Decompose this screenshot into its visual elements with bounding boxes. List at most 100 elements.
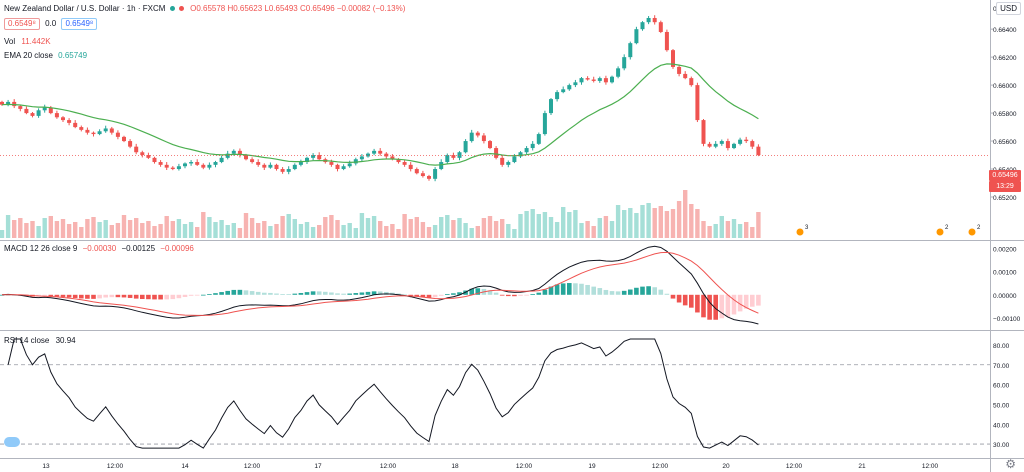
buy-button[interactable]: 0.6549⁸ bbox=[61, 18, 98, 30]
volume-bar bbox=[274, 224, 279, 238]
volume-bar bbox=[103, 220, 108, 238]
price-axis-label: 0.65600 bbox=[993, 139, 1017, 146]
event-flag-icon bbox=[795, 227, 805, 237]
time-axis-label: 12:00 bbox=[107, 463, 124, 470]
time-axis-label: 12:00 bbox=[516, 463, 533, 470]
macd-legend[interactable]: MACD 12 26 close 9 −0.00030 −0.00125 −0.… bbox=[4, 243, 194, 254]
volume-bar bbox=[341, 225, 346, 238]
macd-histogram-bar bbox=[365, 291, 371, 295]
volume-bar bbox=[554, 222, 560, 238]
candle-body bbox=[122, 136, 126, 142]
volume-bar bbox=[561, 207, 566, 238]
macd-histogram-bar bbox=[158, 294, 163, 300]
candle-body bbox=[109, 128, 114, 133]
candle-body bbox=[280, 169, 285, 172]
volume-legend[interactable]: Vol 11.442K bbox=[4, 36, 51, 47]
macd-histogram-bar bbox=[554, 284, 560, 295]
candle-body bbox=[420, 173, 425, 177]
candle-body bbox=[518, 152, 523, 157]
symbol-title[interactable]: New Zealand Dollar / U.S. Dollar · 1h · … bbox=[4, 4, 166, 13]
candle-body bbox=[42, 107, 47, 111]
candle-body bbox=[341, 166, 346, 170]
chat-icon[interactable] bbox=[4, 437, 20, 447]
candle-body bbox=[591, 79, 596, 81]
macd-histogram-bar bbox=[176, 294, 182, 299]
volume-bar bbox=[158, 224, 163, 238]
time-axis-label: 12:00 bbox=[652, 463, 669, 470]
candle-body bbox=[664, 31, 669, 51]
macd-histogram-bar bbox=[292, 293, 298, 295]
volume-bar bbox=[664, 211, 670, 238]
price-axis-label: 0.66200 bbox=[993, 55, 1017, 62]
candle-body bbox=[176, 166, 181, 170]
volume-bar bbox=[256, 223, 261, 238]
ema-value: 0.65749 bbox=[58, 51, 88, 60]
candle-body bbox=[512, 156, 517, 163]
volume-bar bbox=[707, 226, 712, 238]
macd-histogram-bar bbox=[750, 294, 755, 307]
macd-histogram-bar bbox=[231, 289, 237, 295]
macd-histogram-bar bbox=[457, 292, 462, 295]
macd-histogram-bar bbox=[426, 294, 432, 299]
macd-histogram-bar bbox=[707, 294, 712, 320]
macd-histogram-bar bbox=[396, 293, 401, 295]
macd-histogram-bar bbox=[506, 294, 511, 297]
rsi-legend[interactable]: RSI 14 close 30.94 bbox=[4, 335, 76, 346]
spread-value: 0.0 bbox=[45, 19, 57, 28]
volume-bar bbox=[731, 219, 737, 238]
settings-gear-icon[interactable]: ⚙ bbox=[1005, 457, 1016, 471]
price-axis-label: 0.65800 bbox=[993, 111, 1017, 118]
volume-bar bbox=[378, 221, 383, 238]
candle-body bbox=[756, 146, 761, 156]
candle-body bbox=[146, 155, 151, 158]
macd-histogram-bar bbox=[359, 292, 365, 295]
candle-body bbox=[475, 132, 480, 136]
candle-body bbox=[744, 139, 749, 142]
macd-histogram-bar bbox=[255, 291, 261, 295]
currency-button[interactable]: USD bbox=[996, 2, 1021, 15]
candle-body bbox=[549, 99, 553, 114]
volume-bar bbox=[30, 221, 35, 238]
volume-bar bbox=[451, 220, 456, 238]
volume-bar bbox=[750, 227, 755, 238]
volume-bar bbox=[36, 226, 41, 238]
volume-bar bbox=[207, 217, 212, 238]
volume-bar bbox=[359, 213, 365, 238]
candle-body bbox=[274, 164, 279, 170]
macd-hist-value: −0.00030 bbox=[82, 244, 117, 253]
macd-histogram-bar bbox=[316, 291, 322, 295]
volume-bar bbox=[597, 218, 602, 238]
candle-body bbox=[713, 143, 718, 147]
candle-body bbox=[256, 162, 261, 165]
macd-histogram-bar bbox=[609, 291, 615, 295]
rsi-axis-label: 80.00 bbox=[993, 343, 1010, 350]
price-axis-label: 0. bbox=[993, 6, 999, 13]
macd-histogram-bar bbox=[347, 293, 352, 295]
macd-histogram-bar bbox=[268, 292, 273, 295]
candle-body bbox=[268, 164, 273, 168]
candle-body bbox=[103, 128, 108, 132]
macd-histogram-bar bbox=[530, 294, 535, 295]
ema-legend[interactable]: EMA 20 close 0.65749 bbox=[4, 50, 87, 61]
volume-bar bbox=[475, 226, 480, 238]
candle-body bbox=[329, 162, 334, 165]
macd-histogram-bar bbox=[573, 283, 578, 295]
volume-bar bbox=[268, 226, 273, 238]
macd-histogram-bar bbox=[451, 293, 456, 295]
macd-histogram-bar bbox=[615, 291, 621, 295]
candle-body bbox=[213, 162, 218, 165]
macd-histogram-bar bbox=[719, 294, 725, 319]
volume-bar bbox=[243, 213, 249, 238]
volume-bar bbox=[164, 216, 169, 238]
candle-body bbox=[683, 73, 688, 79]
macd-histogram-bar bbox=[304, 292, 310, 295]
time-axis-label: 12:00 bbox=[922, 463, 939, 470]
volume-bar bbox=[384, 226, 389, 238]
volume-bar bbox=[5, 215, 11, 238]
volume-bar bbox=[615, 205, 621, 238]
sell-button[interactable]: 0.6549⁸ bbox=[4, 18, 40, 30]
candle-body bbox=[579, 78, 584, 83]
candle-body bbox=[54, 113, 59, 118]
volume-bar bbox=[518, 214, 523, 238]
